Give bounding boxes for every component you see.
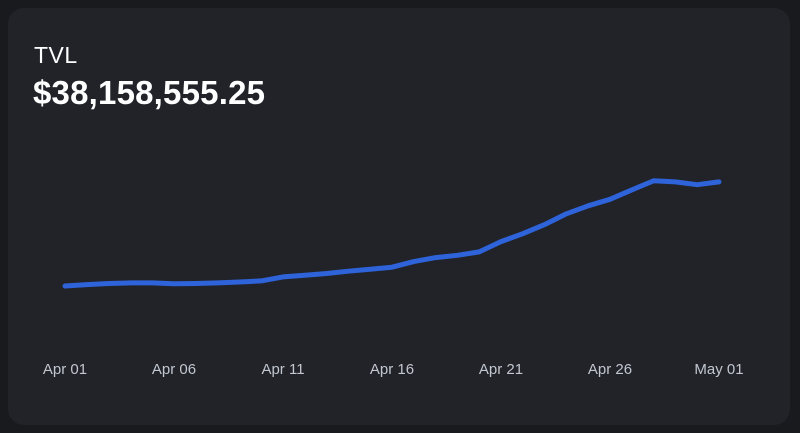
- x-axis-ticks: Apr 01 Apr 06 Apr 11 Apr 16 Apr 21 Apr 26 May …: [43, 361, 744, 378]
- tvl-card: TVL $38,158,555.25 Apr 01 Apr 06 Apr 11 Apr…: [8, 8, 790, 425]
- x-tick-label: Apr 21: [479, 361, 523, 378]
- x-tick-label: Apr 26: [588, 361, 632, 378]
- x-tick-label: Apr 01: [43, 361, 87, 378]
- metric-value: $38,158,555.25: [33, 74, 266, 111]
- x-tick-label: Apr 11: [261, 361, 304, 378]
- x-tick-label: Apr 06: [152, 361, 196, 378]
- tvl-line-chart: Apr 01 Apr 06 Apr 11 Apr 16 Apr 21 Apr 26 May …: [43, 178, 744, 378]
- x-tick-label: May 01: [694, 361, 743, 378]
- line-series: [62, 178, 722, 289]
- x-tick-label: Apr 16: [370, 361, 414, 378]
- metric-label: TVL: [34, 42, 78, 68]
- tvl-series-line: [62, 178, 722, 289]
